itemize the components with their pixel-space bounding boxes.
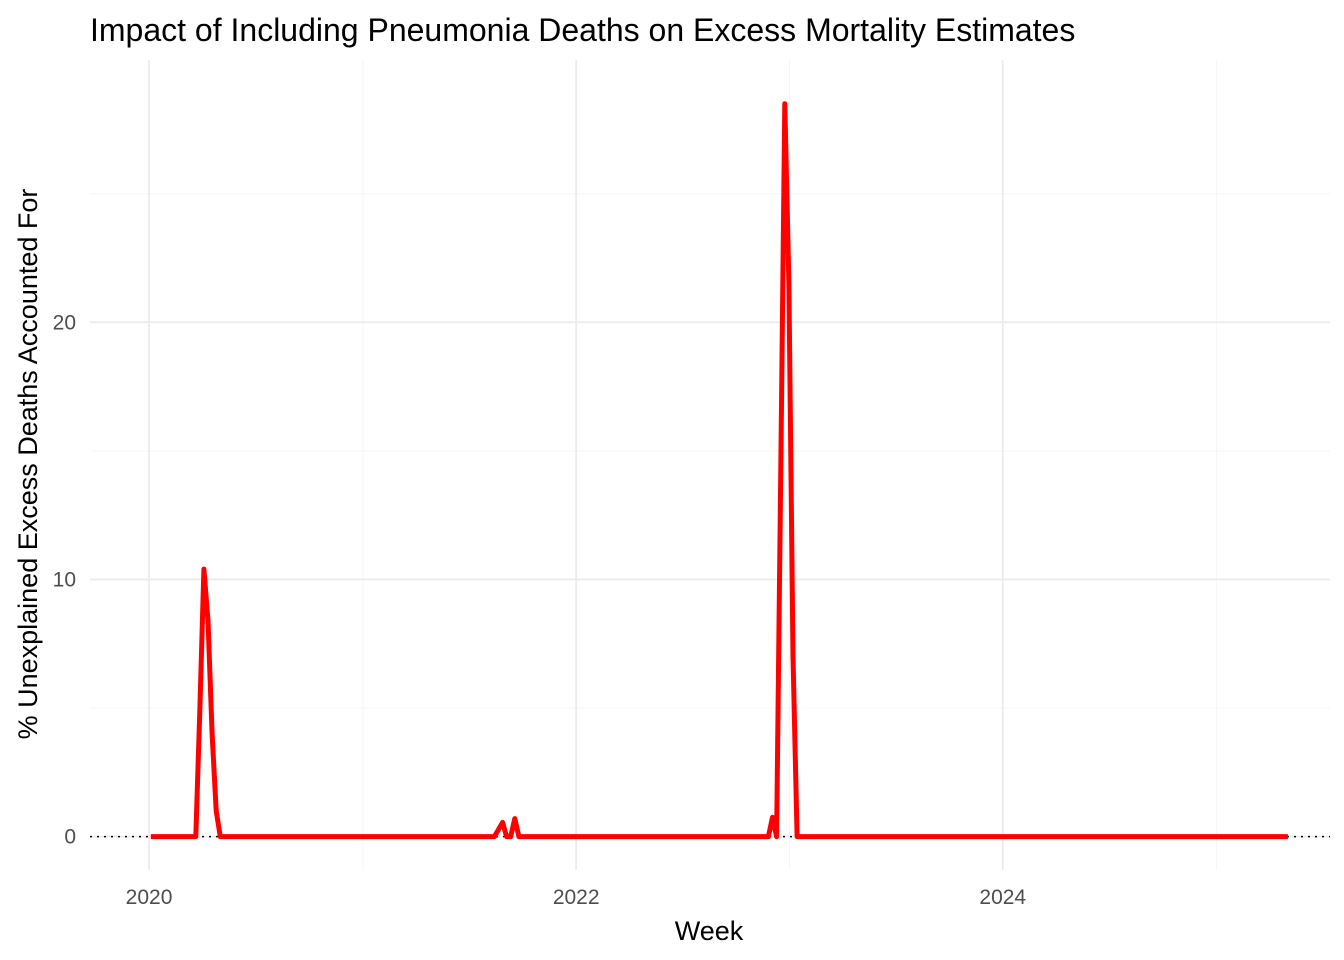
y-tick-labels: 0 10 20: [53, 311, 76, 848]
x-tick-label: 2024: [979, 886, 1026, 909]
x-axis-title: Week: [675, 916, 744, 946]
x-tick-label: 2022: [553, 886, 600, 909]
series-layer: [150, 101, 1288, 840]
y-tick-label: 20: [53, 311, 76, 334]
y-tick-label: 10: [53, 568, 76, 591]
series-line: [150, 101, 1288, 840]
y-tick-label: 0: [64, 826, 76, 849]
y-axis-title: % Unexplained Excess Deaths Accounted Fo…: [13, 189, 43, 740]
x-tick-labels: 2020 2022 2024: [126, 886, 1027, 909]
x-tick-label: 2020: [126, 886, 173, 909]
major-gridlines: [90, 60, 1330, 870]
minor-gridlines: [90, 60, 1330, 870]
chart-title: Impact of Including Pneumonia Deaths on …: [90, 12, 1075, 48]
